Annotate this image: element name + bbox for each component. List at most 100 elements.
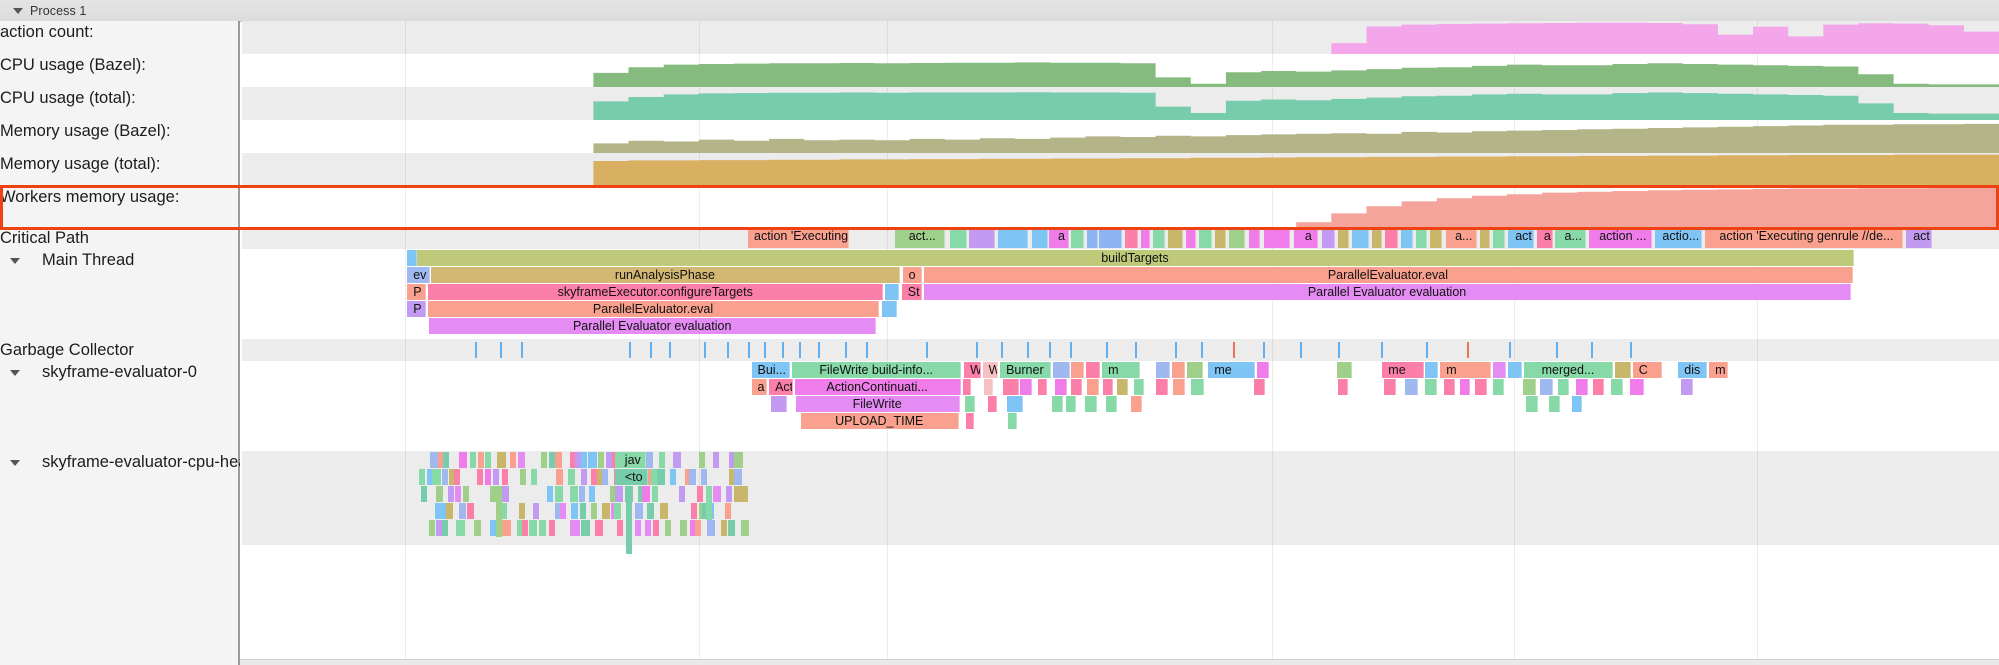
cpu-heavy-slice[interactable] xyxy=(701,503,708,519)
cpu-heavy-slice[interactable] xyxy=(594,520,603,536)
skyframe-evaluator-slice[interactable]: dis xyxy=(1678,362,1708,378)
gc-event-tick[interactable] xyxy=(669,342,671,358)
cpu-heavy-slice[interactable] xyxy=(698,452,705,468)
gc-event-tick[interactable] xyxy=(1201,342,1204,358)
cpu-heavy-slice[interactable] xyxy=(532,503,540,519)
gc-event-tick[interactable] xyxy=(763,342,766,358)
cpu-heavy-slice[interactable] xyxy=(454,486,461,502)
process-header[interactable]: Process 1 xyxy=(0,0,1999,22)
gc-event-tick[interactable] xyxy=(748,342,750,358)
cpu-heavy-slice[interactable] xyxy=(538,520,546,536)
cpu-heavy-slice[interactable] xyxy=(438,452,445,468)
cpu-heavy-slice[interactable] xyxy=(700,469,707,485)
cpu-heavy-slice[interactable] xyxy=(458,452,467,468)
critical-path-slice[interactable] xyxy=(1228,228,1246,248)
skyframe-evaluator-slice[interactable]: m xyxy=(1102,362,1140,378)
cpu-heavy-slice[interactable] xyxy=(706,520,716,536)
cpu-heavy-slice[interactable] xyxy=(517,520,523,536)
cpu-heavy-slice[interactable] xyxy=(442,469,449,485)
gc-event-tick[interactable] xyxy=(1591,342,1594,358)
gc-event-tick[interactable] xyxy=(1026,342,1029,358)
cpu-heavy-slice[interactable] xyxy=(570,520,577,536)
cpu-heavy-slice[interactable] xyxy=(645,452,654,468)
skyframe-evaluator-slice[interactable] xyxy=(987,396,997,412)
cpu-heavy-slice[interactable] xyxy=(555,486,564,502)
gc-event-tick[interactable] xyxy=(865,342,868,358)
cpu-heavy-slice[interactable] xyxy=(496,452,506,468)
track-label-skyframe-evaluator-0[interactable]: skyframe-evaluator-0 xyxy=(0,363,240,453)
critical-path-slice[interactable] xyxy=(950,228,967,248)
critical-path-slice[interactable] xyxy=(1099,228,1123,248)
track-label-workers-memory[interactable]: Workers memory usage: xyxy=(0,188,240,229)
cpu-heavy-slice[interactable] xyxy=(435,520,442,536)
gc-event-tick[interactable] xyxy=(1048,342,1051,358)
skyframe-evaluator-slice[interactable] xyxy=(1087,379,1100,395)
cpu-heavy-slice[interactable] xyxy=(434,503,442,519)
skyframe-evaluator-slice[interactable]: me xyxy=(1382,362,1424,378)
skyframe-evaluator-slice[interactable]: Act xyxy=(769,379,793,395)
skyframe-evaluator-slice[interactable] xyxy=(1052,396,1063,412)
main-thread-slice[interactable]: ParallelEvaluator.eval xyxy=(923,267,1854,283)
track-label-memory-usage-bazel[interactable]: Memory usage (Bazel): xyxy=(0,122,240,155)
cpu-heavy-slice[interactable] xyxy=(656,469,665,485)
cpu-heavy-slice[interactable] xyxy=(581,452,588,468)
cpu-heavy-slice[interactable] xyxy=(540,452,547,468)
cpu-heavy-slice[interactable] xyxy=(570,486,578,502)
chevron-down-icon[interactable] xyxy=(10,460,20,466)
critical-path-slice[interactable] xyxy=(1479,228,1491,248)
skyframe-evaluator-slice[interactable] xyxy=(1007,396,1023,412)
critical-path-slice[interactable] xyxy=(1198,228,1212,248)
skyframe-evaluator-slice[interactable] xyxy=(1008,413,1017,429)
skyframe-evaluator-slice[interactable] xyxy=(1507,362,1522,378)
skyframe-evaluator-slice[interactable]: ActionContinuati... xyxy=(794,379,961,395)
cpu-heavy-slice[interactable] xyxy=(519,503,526,519)
main-thread-slice[interactable]: buildTargets xyxy=(416,250,1854,266)
critical-path-slice[interactable] xyxy=(1167,228,1183,248)
skyframe-evaluator-slice[interactable] xyxy=(965,396,975,412)
cpu-heavy-slice[interactable] xyxy=(485,452,492,468)
skyframe-evaluator-slice[interactable]: m xyxy=(1709,362,1729,378)
skyframe-evaluator-slice[interactable] xyxy=(1256,362,1269,378)
skyframe-evaluator-slice[interactable] xyxy=(1459,379,1471,395)
gc-event-tick[interactable] xyxy=(1134,342,1137,358)
skyframe-evaluator-slice[interactable] xyxy=(1085,396,1097,412)
cpu-heavy-slice[interactable] xyxy=(485,469,492,485)
gc-event-tick[interactable] xyxy=(500,342,503,358)
track-label-skyframe-evaluator-cpu-heavy-0[interactable]: skyframe-evaluator-cpu-heavy-0 xyxy=(0,453,240,547)
cpu-heavy-slice[interactable] xyxy=(548,520,555,536)
gc-event-tick[interactable] xyxy=(474,342,477,358)
skyframe-evaluator-slice[interactable]: C xyxy=(1632,362,1662,378)
cpu-heavy-slice[interactable] xyxy=(694,520,701,536)
cpu-heavy-slice[interactable] xyxy=(428,520,435,536)
gc-event-tick[interactable] xyxy=(818,342,821,358)
gc-event-tick[interactable] xyxy=(925,342,928,358)
cpu-heavy-slice[interactable] xyxy=(579,503,586,519)
skyframe-evaluator-slice[interactable] xyxy=(1338,379,1349,395)
cpu-heavy-slice[interactable] xyxy=(725,486,733,502)
cpu-heavy-slice[interactable] xyxy=(591,503,598,519)
cpu-heavy-slice[interactable] xyxy=(522,520,529,536)
critical-path-slice[interactable]: actio... xyxy=(1654,228,1702,248)
cpu-heavy-slice[interactable] xyxy=(739,486,749,502)
cpu-heavy-slice[interactable] xyxy=(734,469,742,485)
horizontal-scrollbar[interactable] xyxy=(0,659,1999,665)
cpu-heavy-slice[interactable] xyxy=(728,520,736,536)
cpu-heavy-slice[interactable] xyxy=(570,452,576,468)
gc-event-tick[interactable] xyxy=(521,342,524,358)
cpu-heavy-slice[interactable] xyxy=(529,520,537,536)
timeline-panel[interactable]: action 'Executing g...act...aaa...actaa.… xyxy=(242,21,1999,665)
critical-path-slice[interactable] xyxy=(1371,228,1383,248)
cpu-heavy-slice[interactable] xyxy=(637,486,644,502)
skyframe-evaluator-slice[interactable] xyxy=(1102,379,1114,395)
cpu-heavy-slice[interactable] xyxy=(616,520,623,536)
skyframe-evaluator-slice[interactable] xyxy=(1054,379,1067,395)
cpu-heavy-slice[interactable] xyxy=(421,486,428,502)
critical-path-slice[interactable]: act xyxy=(1905,228,1933,248)
main-thread-slice[interactable]: St xyxy=(901,284,922,300)
track-label-action-count[interactable]: action count: xyxy=(0,23,240,56)
cpu-heavy-slice[interactable] xyxy=(436,486,443,502)
critical-path-slice[interactable] xyxy=(1071,228,1084,248)
skyframe-evaluator-slice[interactable] xyxy=(1549,396,1560,412)
main-thread-slice[interactable]: runAnalysisPhase xyxy=(430,267,900,283)
skyframe-evaluator-slice[interactable] xyxy=(1630,379,1645,395)
